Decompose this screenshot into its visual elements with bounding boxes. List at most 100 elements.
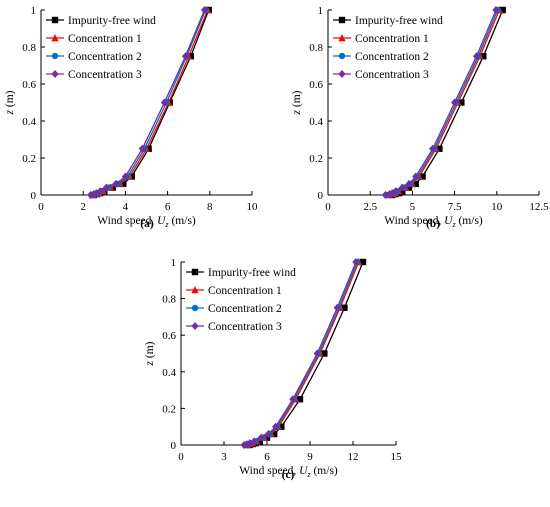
legend-swatch-marker (51, 70, 59, 78)
data-point-marker (492, 6, 500, 14)
legend-entry-label: Concentration 1 (208, 285, 282, 297)
data-point-marker (145, 145, 152, 152)
y-axis-label-variable: z (291, 109, 303, 115)
x-tick-label: 7.5 (448, 201, 462, 213)
data-point-marker (256, 438, 264, 445)
data-point-marker (187, 53, 195, 60)
x-tick-label: 10 (247, 201, 259, 213)
data-point-marker (352, 258, 360, 266)
data-point-marker (480, 53, 487, 60)
y-axis-label-variable: z (4, 109, 16, 115)
data-point-marker (359, 258, 367, 266)
y-tick-label: 0.2 (309, 153, 323, 165)
x-tick-label: 15 (391, 451, 403, 463)
legend-swatch-marker (338, 70, 346, 78)
y-tick-label: 0.2 (22, 153, 36, 165)
legend-entry-label: Concentration 3 (68, 69, 142, 81)
data-point-marker (499, 6, 506, 14)
data-point-marker (412, 172, 420, 181)
legend-swatch-marker (338, 34, 346, 42)
legend: Impurity-free wind Concentration 1 Concent… (46, 15, 156, 81)
legend-swatch-marker (191, 304, 199, 312)
x-tick-label: 0 (38, 201, 44, 213)
y-axis-label-unit: (m) (4, 90, 16, 110)
data-point-marker (429, 144, 437, 153)
y-tick-label: 0.4 (162, 367, 176, 379)
data-point-marker (278, 423, 285, 430)
data-point-marker (257, 433, 265, 442)
x-axis-label: Wind speed, Uz (m/s) (97, 215, 196, 229)
legend-entry-label: Concentration 2 (208, 303, 282, 315)
data-point-marker (120, 180, 127, 188)
y-axis-label-unit: (m) (291, 90, 303, 110)
x-axis-label-unit: (m/s) (311, 465, 338, 477)
y-axis-label-unit: (m) (144, 341, 156, 361)
y-tick-label: 0 (31, 190, 37, 202)
data-point-marker (451, 98, 459, 107)
y-tick-label: 0.8 (22, 42, 36, 54)
data-point-marker (412, 180, 419, 188)
data-point-marker (121, 172, 129, 181)
data-point-marker (341, 304, 348, 311)
data-point-marker (264, 430, 273, 439)
chart-panel-2: 0 2.5 5 7.5 10 12.5 0 0.2 0.4 0.6 0.8 1 Wind speed, … (291, 5, 549, 230)
x-tick-label: 12 (348, 451, 359, 463)
y-tick-label: 1 (171, 257, 177, 269)
y-tick-label: 0.4 (309, 116, 323, 128)
y-tick-label: 0.6 (162, 330, 176, 342)
x-tick-label: 3 (221, 451, 227, 463)
x-axis-label-variable: U (157, 215, 166, 227)
data-point-marker (458, 99, 465, 106)
x-tick-label: 2 (80, 201, 86, 213)
x-tick-label: 6 (264, 451, 270, 463)
data-point-marker (181, 52, 190, 61)
x-tick-label: 6 (165, 201, 171, 213)
x-axis-label-subscript: z (164, 220, 169, 229)
legend-swatch-marker (51, 16, 59, 24)
legend-entry-label: Concentration 1 (355, 33, 429, 45)
y-axis-label: z (m) (144, 341, 156, 366)
legend-entry-label: Concentration 3 (355, 69, 429, 81)
data-point-marker (250, 437, 258, 446)
data-point-marker (296, 396, 304, 403)
y-tick-label: 0.6 (309, 79, 323, 91)
y-tick-label: 0.8 (162, 294, 176, 306)
x-axis-label-variable: U (444, 215, 453, 227)
x-tick-label: 0 (178, 451, 184, 463)
legend-entry-label: Concentration 3 (208, 321, 282, 333)
legend-entry-label: Impurity-free wind (68, 15, 156, 27)
legend-swatch-marker (191, 286, 199, 294)
data-point-marker (96, 187, 104, 196)
data-point-marker (138, 144, 146, 153)
x-axis-label-prefix: Wind speed, (384, 215, 444, 227)
legend: Impurity-free wind Concentration 1 Concent… (186, 267, 296, 333)
legend-swatch-marker (191, 268, 199, 276)
x-tick-label: 9 (307, 451, 313, 463)
data-point-marker (321, 350, 328, 357)
data-point-marker (333, 303, 341, 312)
y-axis-label: z (m) (4, 90, 16, 115)
data-point-marker (419, 173, 426, 180)
y-tick-label: 0.6 (22, 79, 36, 91)
legend-swatch-marker (191, 322, 199, 330)
data-point-marker (398, 183, 406, 192)
x-tick-label: 5 (410, 201, 416, 213)
y-axis-label-variable: z (144, 360, 156, 366)
data-point-marker (381, 191, 389, 199)
x-tick-label: 12.5 (529, 201, 549, 213)
legend-entry-label: Concentration 2 (355, 51, 429, 63)
x-tick-label: 10 (491, 201, 503, 213)
legend-entry-label: Impurity-free wind (355, 15, 443, 27)
data-point-marker (405, 179, 413, 188)
legend-entry-label: Impurity-free wind (208, 267, 296, 279)
data-point-marker (109, 184, 116, 191)
subplot-label: (a) (140, 218, 154, 230)
y-tick-label: 0 (171, 440, 177, 452)
data-point-marker (102, 183, 111, 192)
x-axis-label-prefix: Wind speed, (97, 215, 157, 227)
legend: Impurity-free wind Concentration 1 Concent… (333, 15, 443, 81)
y-tick-label: 0.8 (309, 42, 323, 54)
y-tick-label: 0 (318, 190, 324, 202)
